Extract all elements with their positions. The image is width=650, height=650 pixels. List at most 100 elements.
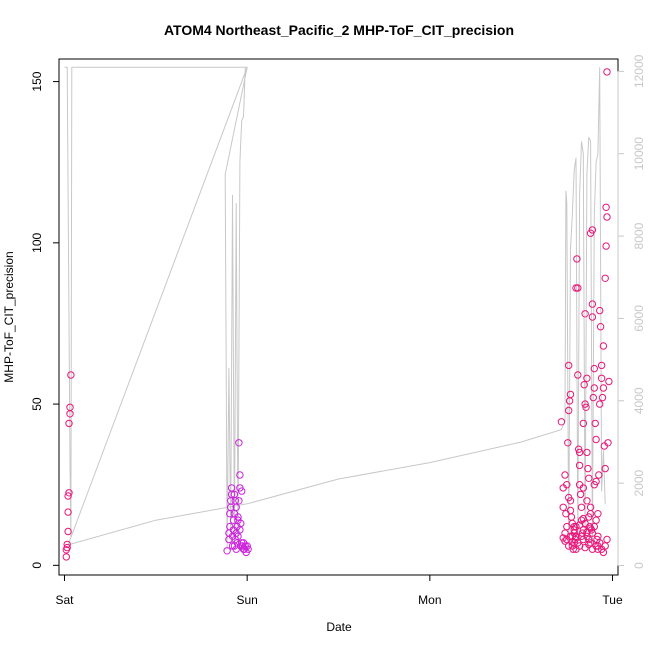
data-point bbox=[599, 342, 608, 350]
y-tick-label: 50 bbox=[30, 397, 44, 411]
data-point bbox=[583, 374, 591, 382]
data-point bbox=[236, 526, 244, 534]
data-point bbox=[597, 361, 606, 370]
line-series bbox=[64, 66, 606, 550]
data-point bbox=[588, 529, 597, 537]
left-axis: 0 50 100 150 bbox=[30, 71, 60, 569]
x-tick-label: Sun bbox=[236, 593, 257, 607]
y2-tick-label: 8000 bbox=[632, 222, 646, 249]
data-point bbox=[576, 490, 585, 499]
data-point bbox=[564, 439, 572, 447]
data-point bbox=[63, 540, 71, 549]
data-point bbox=[585, 540, 593, 549]
data-point bbox=[583, 497, 591, 505]
data-point bbox=[575, 461, 584, 470]
data-point bbox=[234, 532, 242, 540]
data-point bbox=[235, 439, 243, 447]
data-point bbox=[588, 313, 597, 321]
data-point bbox=[574, 371, 582, 379]
data-point bbox=[582, 403, 590, 411]
data-point bbox=[234, 513, 242, 521]
data-point bbox=[66, 403, 74, 411]
data-point bbox=[584, 464, 592, 473]
data-point bbox=[62, 553, 71, 561]
data-point bbox=[603, 68, 611, 76]
y2-tick-label: 6000 bbox=[632, 305, 646, 332]
data-point bbox=[601, 542, 609, 550]
data-point bbox=[590, 364, 598, 373]
data-point bbox=[573, 255, 581, 263]
data-point bbox=[579, 419, 587, 428]
data-point bbox=[594, 532, 602, 540]
data-point bbox=[581, 400, 589, 408]
y2-tick-label: 10000 bbox=[632, 137, 646, 171]
y2-tick-label: 12000 bbox=[632, 54, 646, 88]
data-point bbox=[235, 497, 243, 505]
data-point bbox=[232, 503, 240, 511]
x-tick-label: Tue bbox=[602, 593, 623, 607]
data-point bbox=[598, 393, 607, 402]
data-point bbox=[580, 381, 588, 389]
data-point bbox=[563, 481, 571, 489]
data-point bbox=[590, 481, 598, 489]
data-point bbox=[566, 390, 575, 399]
data-point bbox=[575, 445, 583, 453]
data-point bbox=[243, 542, 251, 550]
plot-frame bbox=[58, 58, 619, 576]
data-point bbox=[588, 226, 597, 234]
data-point bbox=[227, 484, 236, 492]
data-point bbox=[244, 545, 252, 553]
data-point bbox=[592, 516, 600, 524]
data-point bbox=[568, 538, 576, 546]
y-axis-label: MHP-ToF_CIT_precision bbox=[2, 251, 16, 382]
y-tick-label: 150 bbox=[30, 71, 44, 91]
y2-tick-label: 4000 bbox=[632, 387, 646, 414]
data-point bbox=[603, 535, 611, 544]
data-point bbox=[557, 418, 566, 426]
data-point bbox=[67, 371, 75, 379]
data-point bbox=[575, 542, 584, 550]
data-point bbox=[588, 300, 597, 308]
scatter-series bbox=[62, 68, 613, 561]
data-point bbox=[604, 439, 612, 447]
data-point bbox=[236, 471, 244, 479]
data-point bbox=[589, 393, 597, 402]
data-point bbox=[586, 503, 595, 511]
data-point bbox=[575, 448, 584, 457]
data-point bbox=[601, 464, 609, 473]
data-point bbox=[579, 484, 587, 492]
data-point bbox=[63, 543, 71, 552]
data-point bbox=[566, 506, 575, 515]
x-axis-label: Date bbox=[326, 620, 352, 634]
data-point bbox=[590, 384, 598, 392]
data-point bbox=[65, 489, 73, 497]
data-point bbox=[594, 510, 602, 518]
data-point bbox=[596, 323, 605, 331]
data-point bbox=[595, 471, 603, 479]
data-point bbox=[603, 213, 611, 221]
data-point bbox=[597, 374, 606, 382]
data-point bbox=[572, 284, 580, 292]
x-tick-label: Sat bbox=[55, 593, 74, 607]
y-tick-label: 100 bbox=[30, 232, 44, 252]
data-point bbox=[64, 508, 72, 516]
y2-tick-label: 2000 bbox=[632, 469, 646, 496]
data-point bbox=[559, 503, 567, 511]
data-point bbox=[64, 492, 72, 500]
data-point bbox=[586, 524, 595, 532]
data-point bbox=[64, 527, 72, 536]
data-point bbox=[230, 490, 239, 499]
data-point bbox=[602, 203, 610, 212]
y-tick-label: 0 bbox=[30, 562, 44, 569]
data-point bbox=[565, 361, 573, 370]
data-point bbox=[602, 242, 610, 250]
data-point bbox=[572, 533, 580, 541]
data-point bbox=[591, 419, 599, 428]
data-point bbox=[581, 519, 589, 528]
data-point bbox=[583, 448, 591, 457]
data-point bbox=[238, 487, 246, 495]
x-axis: Sat Sun Mon Tue bbox=[55, 574, 623, 607]
data-point bbox=[585, 474, 593, 482]
right-axis: 0 2000 4000 6000 8000 10000 12000 bbox=[617, 54, 646, 569]
chart-title: ATOM4 Northeast_Pacific_2 MHP-ToF_CIT_pr… bbox=[164, 22, 514, 38]
